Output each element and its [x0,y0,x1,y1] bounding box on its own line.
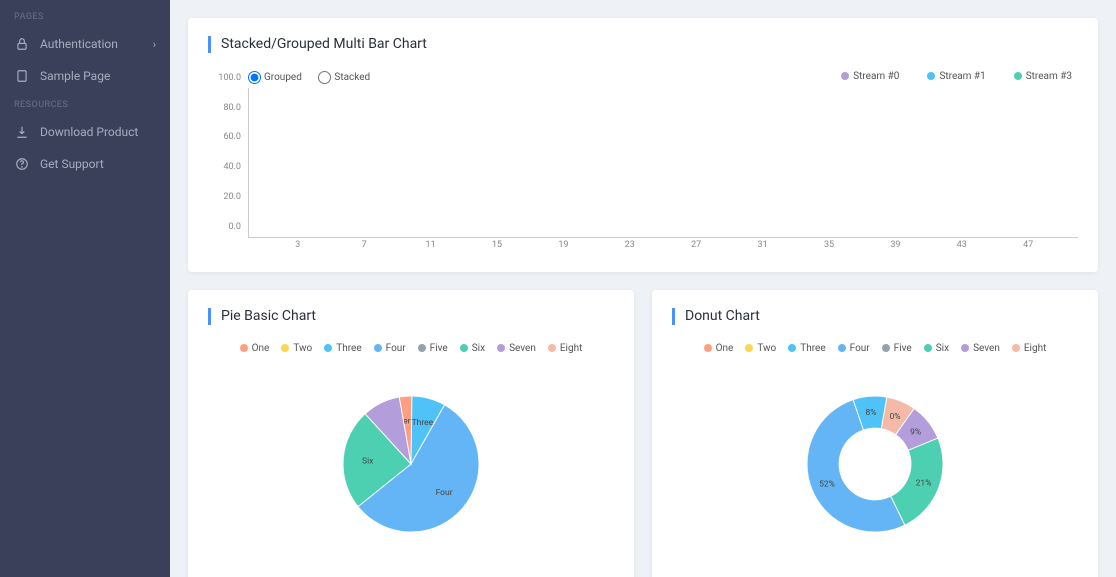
x-tick: 3 [295,240,300,250]
bar-chart-legend: Stream #0 Stream #1 Stream #3 [813,71,1072,84]
sidebar-item-download-product[interactable]: Download Product [0,116,170,148]
legend-item[interactable]: Two [281,343,312,354]
sidebar-item-label: Download Product [40,125,138,139]
pie-chart-title: Pie Basic Chart [208,308,614,325]
x-tick: 23 [625,240,635,250]
x-tick: 19 [558,240,568,250]
legend-item[interactable]: Stream #3 [1000,71,1072,82]
donut-slice-label: 8% [866,408,877,418]
legend-item[interactable]: Five [882,343,912,354]
pie-slice-label: Four [436,488,453,498]
legend-item[interactable]: Eight [1012,343,1047,354]
x-tick: 47 [1023,240,1033,250]
sidebar-item-label: Sample Page [40,69,110,83]
donut-chart-title: Donut Chart [672,308,1078,325]
donut-slice-label: 0% [889,411,900,421]
pie-slice-label: Six [362,456,374,466]
y-tick: 80.0 [223,103,241,113]
legend-item[interactable]: Two [745,343,776,354]
lock-icon [14,37,30,51]
legend-item[interactable]: Seven [497,343,536,354]
legend-item[interactable]: Five [418,343,448,354]
chevron-right-icon: › [153,38,156,51]
legend-item[interactable]: Six [924,343,949,354]
sidebar: PAGES Authentication › Sample Page RESOURC… [0,0,170,577]
bar-chart-plot: 0.020.040.060.080.0100.0 [248,88,1078,238]
donut-chart-legend: One Two Three Four Five Six Seven Eight [672,343,1078,354]
x-tick: 35 [824,240,834,250]
donut-slice-label: 21% [916,478,932,488]
legend-item[interactable]: Three [788,343,825,354]
legend-item[interactable]: One [240,343,270,354]
x-tick: 39 [890,240,900,250]
sidebar-item-label: Authentication [40,37,118,51]
x-tick: 7 [362,240,367,250]
y-tick: 60.0 [223,132,241,142]
sidebar-section-pages: PAGES [0,4,170,28]
help-icon [14,157,30,171]
y-tick: 100.0 [218,73,241,83]
legend-item[interactable]: Three [324,343,361,354]
sidebar-item-sample-page[interactable]: Sample Page [0,60,170,92]
donut-chart-card: Donut Chart One Two Three Four Five Six Seven E… [652,290,1098,577]
page-icon [14,69,30,83]
x-tick: 31 [758,240,768,250]
legend-item[interactable]: Six [460,343,485,354]
legend-item[interactable]: Eight [548,343,583,354]
donut-slice-label: 9% [910,427,921,437]
sidebar-section-resources: RESOURCES [0,92,170,116]
bar-chart-title: Stacked/Grouped Multi Bar Chart [208,36,1078,53]
x-tick: 43 [957,240,967,250]
donut-slice-label: 52% [819,479,835,489]
radio-grouped[interactable]: Grouped [248,72,302,83]
legend-item[interactable]: Stream #1 [913,71,985,82]
pie-chart-card: Pie Basic Chart One Two Three Four Five Six Se… [188,290,634,577]
sidebar-item-authentication[interactable]: Authentication › [0,28,170,60]
legend-item[interactable]: Stream #0 [827,71,899,82]
radio-stacked[interactable]: Stacked [318,72,370,83]
pie-slice-label: Three [412,418,434,428]
legend-item[interactable]: Four [374,343,406,354]
x-tick: 27 [691,240,701,250]
legend-item[interactable]: Seven [961,343,1000,354]
y-tick: 0.0 [229,222,242,232]
bar-chart-mode-radios: Grouped Stacked [248,71,384,84]
legend-item[interactable]: Four [838,343,870,354]
sidebar-item-label: Get Support [40,157,104,171]
x-tick: 15 [492,240,502,250]
pie-chart-legend: One Two Three Four Five Six Seven Eight [208,343,614,354]
sidebar-item-get-support[interactable]: Get Support [0,148,170,180]
legend-item[interactable]: One [704,343,734,354]
donut-chart-plot: 0% 9% 21% 52% 8% [790,379,960,549]
y-tick: 20.0 [223,192,241,202]
y-tick: 40.0 [223,162,241,172]
bar-chart-card: Stacked/Grouped Multi Bar Chart Grouped … [188,18,1098,272]
pie-chart-plot: SeverOneThreeFourSix [326,379,496,549]
main-content: Stacked/Grouped Multi Bar Chart Grouped … [170,0,1116,577]
x-tick: 11 [426,240,436,250]
download-icon [14,125,30,139]
